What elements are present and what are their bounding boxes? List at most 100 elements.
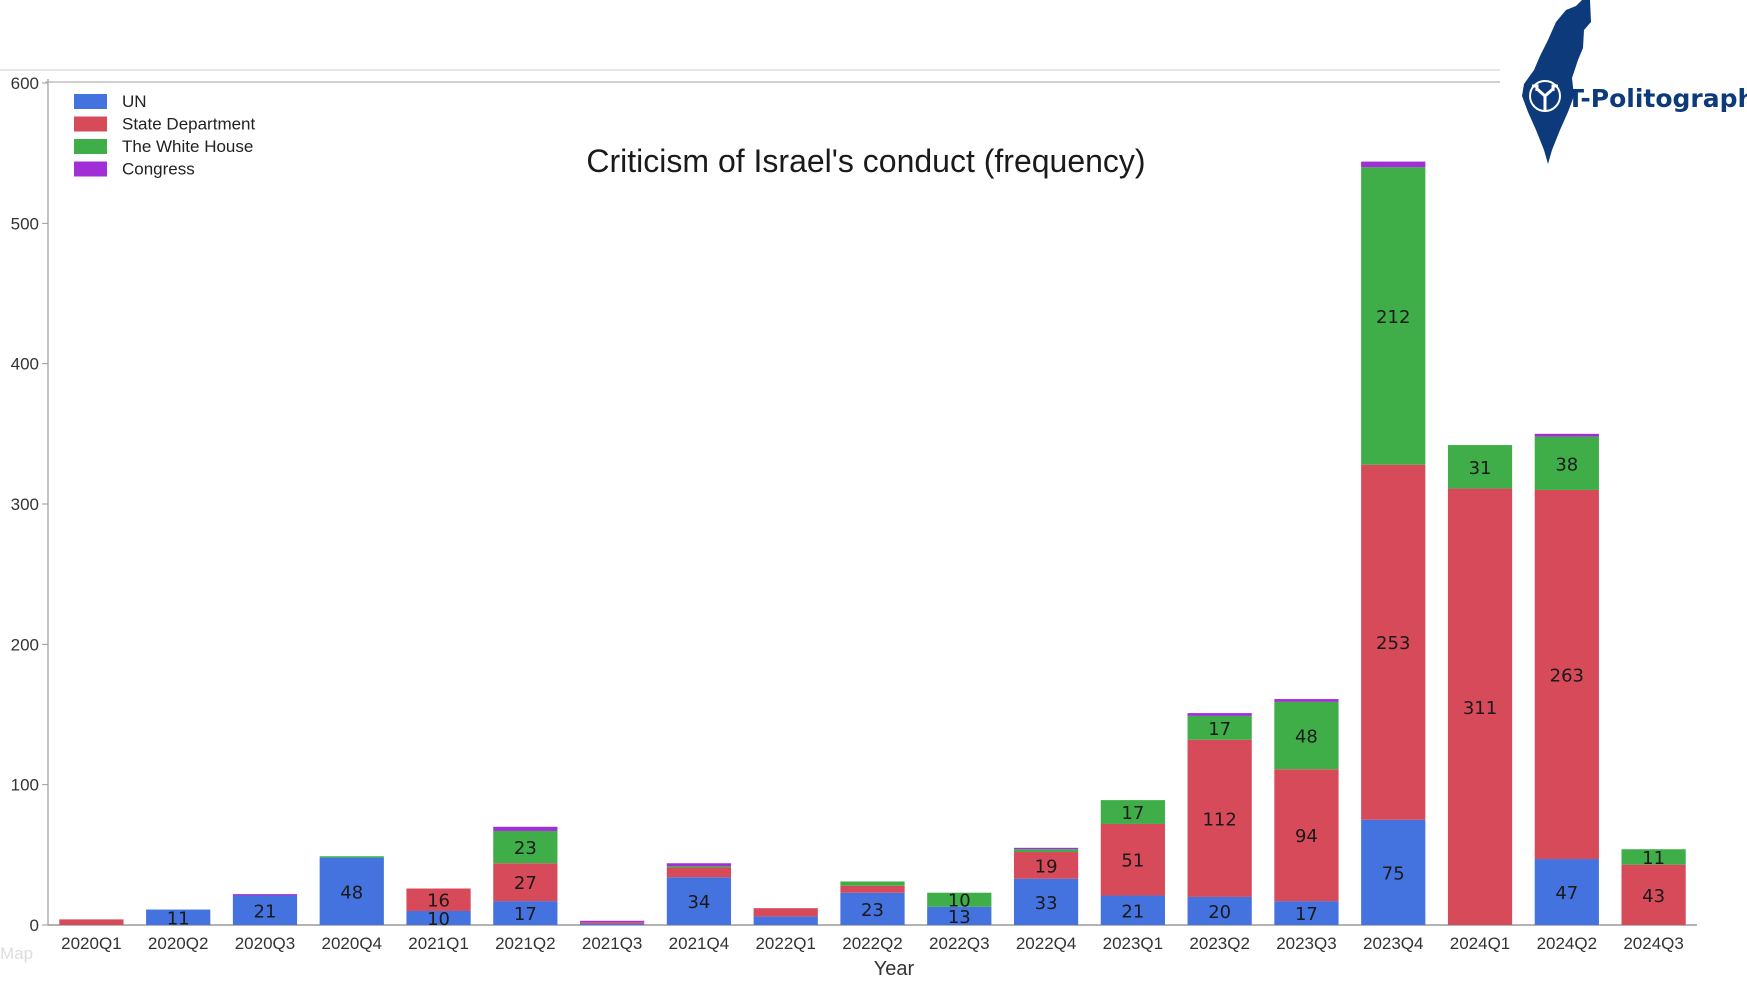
bar-data-label: 48 xyxy=(340,882,363,903)
x-tick-label: 2020Q4 xyxy=(322,934,383,953)
bar-data-label: 10 xyxy=(427,909,450,930)
legend-label: Congress xyxy=(122,160,195,179)
bar-data-label: 17 xyxy=(1295,904,1318,925)
bar-data-label: 263 xyxy=(1550,666,1584,687)
bar-segment xyxy=(1534,859,1599,925)
bar-data-label: 27 xyxy=(514,873,537,894)
legend-swatch xyxy=(74,139,107,154)
israel-map-icon xyxy=(1522,0,1591,164)
y-tick-label: 500 xyxy=(11,214,39,233)
bar-segment xyxy=(666,877,732,925)
bar-segment xyxy=(753,908,818,917)
x-tick-label: 2022Q4 xyxy=(1016,934,1077,953)
bar-segment xyxy=(1013,852,1079,879)
y-tick-label: 200 xyxy=(11,635,39,654)
y-tick-label: 600 xyxy=(11,74,39,93)
bar-data-label: 21 xyxy=(1121,901,1144,922)
legend: UN State Department The White House Congres… xyxy=(74,92,256,179)
bar-segment xyxy=(232,895,298,925)
bar-segment xyxy=(580,923,645,925)
bar-segment xyxy=(840,881,905,886)
x-tick-label: 2024Q1 xyxy=(1450,934,1511,953)
bar-segment xyxy=(1013,878,1079,925)
watermark: Map xyxy=(0,944,33,963)
y-tick-label: 100 xyxy=(11,776,39,795)
logo: T-Politography xyxy=(1522,0,1747,164)
legend-label: State Department xyxy=(122,115,256,134)
bar-segment xyxy=(1534,433,1599,437)
bar-segment xyxy=(1100,823,1165,896)
bar-segment xyxy=(1361,464,1426,820)
x-tick-label: 2024Q3 xyxy=(1623,934,1684,953)
bar-data-label: 21 xyxy=(254,901,277,922)
logo-text: T-Politography xyxy=(1567,84,1747,113)
bar-data-label: 20 xyxy=(1208,902,1231,923)
bar-segment xyxy=(1621,864,1686,925)
bar-data-label: 11 xyxy=(167,908,190,929)
legend-label: The White House xyxy=(122,137,253,156)
x-tick-label: 2022Q1 xyxy=(755,934,816,953)
bar-segment xyxy=(580,920,645,923)
bar-segment xyxy=(1274,901,1339,925)
bar-segment xyxy=(1100,800,1165,824)
bar-data-label: 47 xyxy=(1555,883,1578,904)
bar-data-label: 10 xyxy=(948,891,971,912)
bar-segment xyxy=(840,885,905,893)
bar-segment xyxy=(232,894,298,896)
x-axis-title: Year xyxy=(874,958,915,980)
bar-segment xyxy=(406,910,471,925)
bar-data-label: 48 xyxy=(1295,727,1318,748)
bar-data-label: 23 xyxy=(861,900,884,921)
bar-segment xyxy=(1447,488,1513,925)
x-tick-label: 2020Q3 xyxy=(235,934,296,953)
bar-segment xyxy=(1274,769,1339,902)
legend-swatch xyxy=(74,161,107,177)
bar-data-label: 34 xyxy=(687,892,710,913)
bar-data-label: 23 xyxy=(514,838,537,859)
bar-segment xyxy=(59,919,124,925)
legend-swatch xyxy=(74,116,107,132)
bar-data-label: 16 xyxy=(427,891,450,912)
bar-data-label: 94 xyxy=(1295,826,1318,847)
bar-segment xyxy=(493,826,558,831)
bar-data-label: 253 xyxy=(1376,633,1410,654)
bar-segment xyxy=(319,856,384,858)
x-tick-label: 2024Q2 xyxy=(1537,934,1598,953)
bar-segment xyxy=(1534,436,1599,490)
bar-segment xyxy=(1361,819,1426,925)
bar-data-label: 112 xyxy=(1202,809,1236,830)
x-tick-label: 2023Q2 xyxy=(1189,934,1250,953)
y-tick-label: 300 xyxy=(11,495,39,514)
bar-data-label: 17 xyxy=(514,904,537,925)
bar-data-label: 51 xyxy=(1121,851,1144,872)
x-tick-label: 2022Q3 xyxy=(929,934,990,953)
bar-data-label: 17 xyxy=(1121,803,1144,824)
bar-segment xyxy=(1534,489,1599,860)
bar-segment xyxy=(1361,167,1426,465)
bar-segment xyxy=(666,867,732,878)
x-tick-label: 2023Q1 xyxy=(1103,934,1164,953)
bar-data-label: 33 xyxy=(1035,893,1058,914)
y-axis: 0 100 200 300 400 500 600 xyxy=(11,74,49,935)
bar-segment xyxy=(493,830,558,864)
y-tick-label: 400 xyxy=(11,355,39,374)
x-tick-label: 2022Q2 xyxy=(842,934,903,953)
bar-segment xyxy=(1361,161,1426,168)
bar-data-label: 311 xyxy=(1463,698,1497,719)
x-tick-label: 2023Q3 xyxy=(1276,934,1337,953)
crossroads-arrow xyxy=(1532,84,1558,110)
bar-data-label: 31 xyxy=(1469,458,1492,479)
bar-segment xyxy=(1187,715,1252,740)
bar-segment xyxy=(927,892,992,907)
bar-segment xyxy=(1187,713,1252,716)
bar-segment xyxy=(319,857,384,925)
bar-segment xyxy=(1187,896,1252,925)
bar-segment xyxy=(753,916,818,925)
bar-data-label: 19 xyxy=(1035,856,1058,877)
bar-segment xyxy=(666,866,732,868)
bar-segment xyxy=(406,888,471,911)
bar-segment xyxy=(493,901,558,925)
chart-title: Criticism of Israel's conduct (frequency… xyxy=(586,143,1145,179)
